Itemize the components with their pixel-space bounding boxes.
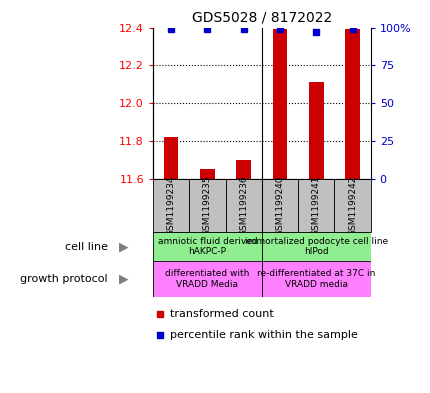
Text: immortalized podocyte cell line
hIPod: immortalized podocyte cell line hIPod: [244, 237, 387, 256]
Text: amniotic fluid derived
hAKPC-P: amniotic fluid derived hAKPC-P: [157, 237, 257, 256]
Bar: [272, 29, 286, 179]
Bar: [261, 179, 298, 232]
Bar: [189, 179, 225, 232]
Text: cell line: cell line: [64, 242, 108, 252]
Text: percentile rank within the sample: percentile rank within the sample: [170, 330, 357, 340]
Text: GSM1199240: GSM1199240: [275, 175, 284, 235]
Text: GSM1199242: GSM1199242: [347, 175, 356, 235]
Text: GSM1199235: GSM1199235: [203, 175, 212, 236]
Bar: [153, 232, 261, 261]
Text: GSM1199236: GSM1199236: [239, 175, 248, 236]
Text: transformed count: transformed count: [170, 309, 273, 319]
Text: GSM1199234: GSM1199234: [166, 175, 175, 235]
Title: GDS5028 / 8172022: GDS5028 / 8172022: [191, 11, 331, 25]
Bar: [308, 83, 323, 179]
Bar: [344, 29, 359, 179]
Text: GSM1199241: GSM1199241: [311, 175, 320, 235]
Bar: [200, 169, 214, 179]
Text: ▶: ▶: [118, 240, 128, 253]
Bar: [225, 179, 261, 232]
Bar: [261, 261, 370, 297]
Bar: [163, 137, 178, 179]
Bar: [334, 179, 370, 232]
Bar: [236, 160, 250, 179]
Bar: [298, 179, 334, 232]
Text: ▶: ▶: [118, 272, 128, 286]
Bar: [261, 232, 370, 261]
Text: growth protocol: growth protocol: [20, 274, 108, 284]
Text: re-differentiated at 37C in
VRADD media: re-differentiated at 37C in VRADD media: [256, 269, 375, 289]
Bar: [153, 261, 261, 297]
Text: differentiated with
VRADD Media: differentiated with VRADD Media: [165, 269, 249, 289]
Bar: [153, 179, 189, 232]
